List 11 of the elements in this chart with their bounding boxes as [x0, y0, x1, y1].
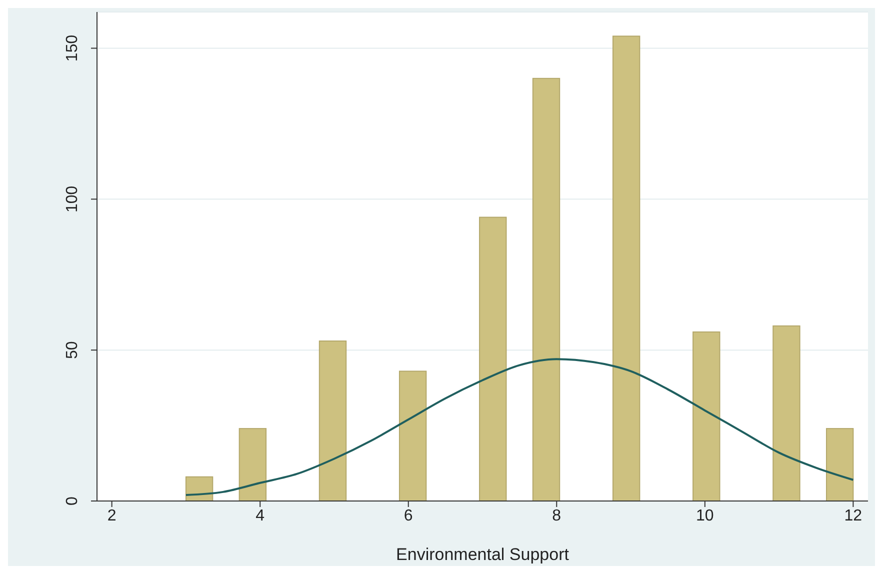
- x-tick-label: 12: [844, 507, 862, 524]
- x-tick-label: 10: [696, 507, 714, 524]
- y-tick-label: 0: [64, 496, 81, 506]
- y-tick-label: 150: [64, 34, 81, 62]
- x-tick-label: 8: [552, 507, 562, 524]
- y-tick-label: 50: [64, 341, 81, 359]
- x-axis-title: Environmental Support: [396, 545, 570, 564]
- x-tick-label: 2: [107, 507, 116, 524]
- y-tick-label: 100: [64, 186, 81, 212]
- x-tick-label: 4: [256, 507, 265, 524]
- x-tick-label: 6: [404, 507, 413, 524]
